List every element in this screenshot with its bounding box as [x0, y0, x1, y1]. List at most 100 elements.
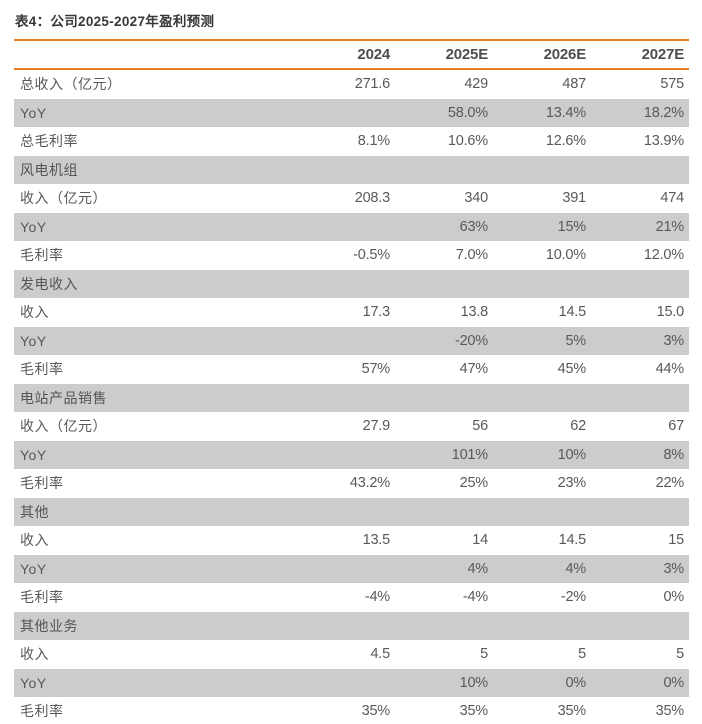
cell-value: 4%: [565, 560, 586, 577]
cell-value: -2%: [560, 589, 586, 606]
cell-value: -20%: [454, 332, 488, 349]
cell-value: [591, 498, 689, 527]
table-row: 毛利率 43.2% 25% 23% 22%: [14, 469, 689, 498]
cell-value: 14.5: [558, 532, 587, 549]
cell-value: 101%: [451, 446, 488, 463]
header-row: 2024 2025E 2026E 2027E: [14, 40, 689, 70]
cell-value: 58.0%: [447, 104, 488, 121]
cell-value: 14.5: [558, 304, 587, 321]
cell-value: [591, 156, 689, 185]
cell-value: [297, 612, 395, 641]
table-row: 毛利率 57% 47% 45% 44%: [14, 355, 689, 384]
row-label: YoY: [20, 560, 47, 577]
table-row: YoY 58.0% 13.4% 18.2%: [14, 98, 689, 128]
table-row: YoY -20% 5% 3%: [14, 326, 689, 356]
cell-value: [297, 327, 395, 356]
cell-value: 47%: [459, 361, 489, 378]
cell-value: 340: [464, 190, 488, 207]
row-label: 毛利率: [20, 361, 64, 378]
cell-value: 21%: [655, 218, 685, 235]
cell-value: 5: [578, 646, 586, 663]
cell-value: 12.6%: [545, 133, 586, 150]
cell-value: 15: [668, 532, 684, 549]
table-row: 总收入（亿元） 271.6 429 487 575: [14, 69, 689, 99]
cell-value: [297, 99, 395, 128]
row-label: YoY: [20, 218, 47, 235]
cell-value: [591, 270, 689, 299]
table-row: 毛利率 -4% -4% -2% 0%: [14, 583, 689, 612]
cell-value: 35%: [361, 703, 391, 720]
section-label: 其他: [20, 503, 49, 520]
cell-value: 63%: [459, 218, 489, 235]
cell-value: 5: [480, 646, 488, 663]
row-label: 总收入（亿元）: [20, 76, 122, 93]
cell-value: 4.5: [370, 646, 390, 663]
row-label: YoY: [20, 674, 47, 691]
cell-value: [591, 384, 689, 413]
cell-value: 25%: [459, 475, 489, 492]
cell-value: [297, 498, 395, 527]
header-year-2025e: 2025E: [395, 40, 493, 70]
cell-value: 13.8: [460, 304, 489, 321]
cell-value: 0%: [565, 674, 586, 691]
section-header-row: 其他: [14, 497, 689, 527]
cell-value: [297, 669, 395, 698]
cell-value: [297, 384, 395, 413]
cell-value: [493, 270, 591, 299]
cell-value: [297, 270, 395, 299]
cell-value: 44%: [655, 361, 685, 378]
cell-value: 0%: [663, 589, 684, 606]
cell-value: 3%: [663, 332, 684, 349]
cell-value: 10.6%: [447, 133, 488, 150]
row-label: 毛利率: [20, 247, 64, 264]
cell-value: 35%: [655, 703, 685, 720]
row-label: YoY: [20, 104, 47, 121]
cell-value: [395, 156, 493, 185]
cell-value: 45%: [557, 361, 587, 378]
row-label: 收入: [20, 646, 49, 663]
row-label: YoY: [20, 446, 47, 463]
cell-value: 487: [562, 76, 586, 93]
cell-value: [297, 555, 395, 584]
cell-value: -0.5%: [353, 247, 390, 264]
cell-value: [591, 612, 689, 641]
section-label: 风电机组: [20, 161, 78, 178]
table-row: 收入 17.3 13.8 14.5 15.0: [14, 298, 689, 327]
table-row: 收入 13.5 14 14.5 15: [14, 526, 689, 555]
cell-value: 27.9: [362, 418, 391, 435]
cell-value: 35%: [557, 703, 587, 720]
table-row: 总毛利率 8.1% 10.6% 12.6% 13.9%: [14, 127, 689, 156]
cell-value: 13.4%: [545, 104, 586, 121]
cell-value: [493, 384, 591, 413]
cell-value: [493, 498, 591, 527]
cell-value: 15%: [557, 218, 587, 235]
section-label: 发电收入: [20, 275, 78, 292]
header-year-2024: 2024: [297, 40, 395, 70]
header-empty-cell: [14, 40, 297, 70]
table-row: YoY 4% 4% 3%: [14, 554, 689, 584]
profit-forecast-table: 2024 2025E 2026E 2027E 总收入（亿元） 271.6 429 48…: [14, 39, 689, 724]
cell-value: 5: [676, 646, 684, 663]
cell-value: 429: [464, 76, 488, 93]
cell-value: [493, 156, 591, 185]
cell-value: 7.0%: [455, 247, 488, 264]
cell-value: 43.2%: [349, 475, 390, 492]
row-label: 收入: [20, 304, 49, 321]
table-row: YoY 101% 10% 8%: [14, 440, 689, 469]
cell-value: 56: [472, 418, 488, 435]
cell-value: 0%: [663, 674, 684, 691]
table-row: YoY 10% 0% 0%: [14, 668, 689, 698]
cell-value: 8%: [663, 446, 684, 463]
cell-value: 35%: [459, 703, 489, 720]
row-label: 毛利率: [20, 589, 64, 606]
cell-value: [297, 213, 395, 242]
cell-value: 12.0%: [643, 247, 684, 264]
cell-value: [395, 270, 493, 299]
cell-value: [395, 612, 493, 641]
cell-value: 8.1%: [357, 133, 390, 150]
cell-value: 5%: [565, 332, 586, 349]
cell-value: 23%: [557, 475, 587, 492]
cell-value: 10%: [557, 446, 587, 463]
cell-value: 13.5: [362, 532, 391, 549]
